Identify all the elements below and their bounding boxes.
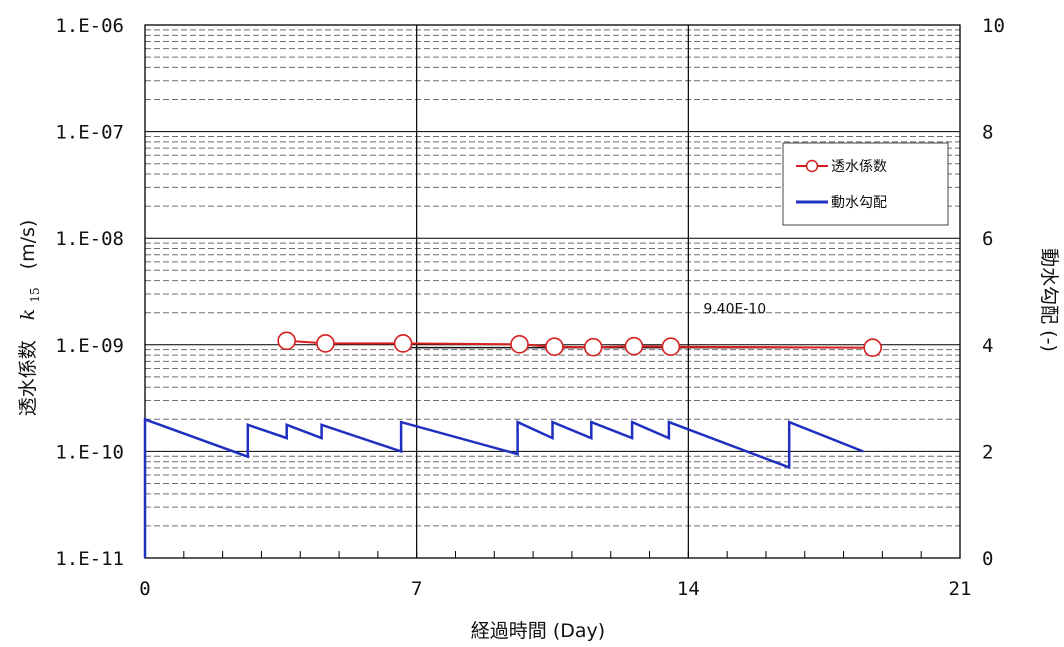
value-annotation: 9.40E-10 [703, 301, 766, 317]
y-right-tick-label: 2 [982, 441, 993, 463]
y-left-tick-label: 1.E-09 [55, 335, 124, 357]
y-right-tick-label: 8 [982, 122, 993, 144]
y-right-tick-label: 0 [982, 548, 993, 570]
permeability-point [277, 331, 296, 351]
permeability-point [583, 337, 603, 357]
permeability-point [624, 336, 644, 356]
permeability-point [661, 337, 681, 356]
y-left-title-subscript: 15 [28, 287, 42, 302]
permeability-series-line [286, 339, 873, 349]
y-left-axis-title: 透水係数 k 15 (m/s) [17, 220, 44, 417]
x-tick-label: 14 [677, 578, 700, 600]
legend-label: 動水勾配 [831, 195, 887, 211]
legend-marker [805, 159, 819, 173]
x-tick-label: 7 [411, 578, 422, 600]
y-left-tick-label: 1.E-06 [55, 15, 124, 37]
y-left-tick-label: 1.E-11 [55, 548, 124, 570]
y-right-tick-label: 10 [982, 15, 1005, 37]
series-layer: 9.40E-10 [143, 301, 882, 558]
y-right-tick-label: 6 [982, 228, 993, 250]
x-axis-title: 経過時間 (Day) [471, 620, 605, 642]
y-right-axis-title: 動水勾配 (-) [1038, 248, 1060, 352]
x-tick-label: 21 [949, 578, 972, 600]
plot-border [144, 24, 961, 559]
y-left-title-symbol: k [17, 309, 39, 321]
legend-box [782, 142, 949, 226]
permeability-point [863, 338, 882, 357]
permeability-point [545, 337, 564, 356]
permeability-point [316, 334, 335, 353]
svg-text:透水係数 k 15 (m: 透水係数 k 15 (m/s) [17, 220, 44, 417]
permeability-point [393, 334, 413, 353]
x-tick-label: 0 [139, 578, 150, 600]
ticks-layer: 0 7 14 21 1.E-11 1.E-10 1.E-09 1.E-08 1.E-07 1.E-… [55, 15, 1005, 600]
legend-label: 透水係数 [831, 159, 887, 175]
hydraulic-gradient-series-line [143, 417, 864, 558]
y-left-tick-label: 1.E-10 [55, 441, 124, 463]
grid-layer [144, 24, 961, 559]
y-right-tick-label: 4 [982, 335, 993, 357]
permeability-point [510, 335, 529, 354]
y-left-title-text: 透水係数 [17, 340, 39, 416]
y-left-title-unit: (m/s) [17, 220, 39, 270]
y-left-tick-label: 1.E-08 [55, 228, 124, 250]
y-left-tick-label: 1.E-07 [55, 122, 124, 144]
